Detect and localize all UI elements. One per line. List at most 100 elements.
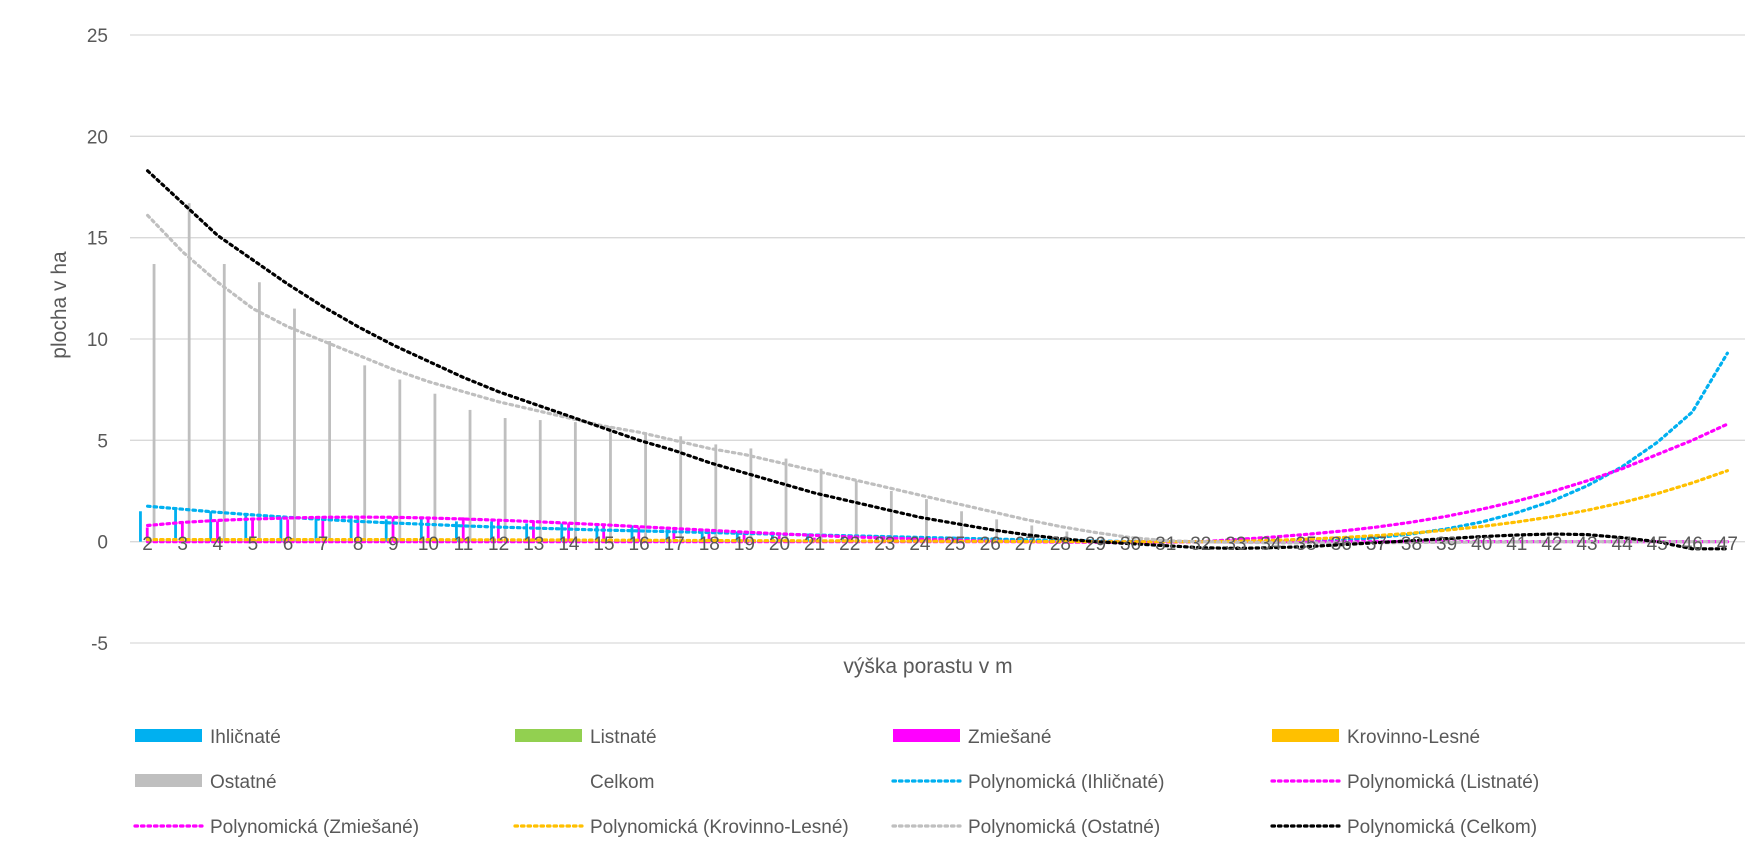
- bar: [630, 525, 634, 542]
- legend-label: Polynomická (Celkom): [1347, 817, 1537, 838]
- bar: [602, 525, 606, 542]
- x-tick-label: 41: [1506, 534, 1527, 555]
- legend-label: Zmiešané: [968, 727, 1051, 748]
- x-tick-label: 3: [177, 534, 188, 555]
- bar: [356, 517, 360, 542]
- x-tick-label: 9: [388, 534, 399, 555]
- bar: [209, 511, 213, 542]
- bar: [244, 515, 248, 542]
- x-axis-title: výška porastu v m: [843, 655, 1012, 678]
- bar: [254, 539, 258, 542]
- x-tick-label: 43: [1576, 534, 1597, 555]
- y-tick-label: -5: [91, 634, 108, 655]
- x-tick-label: 27: [1015, 534, 1036, 555]
- x-tick-label: 40: [1471, 534, 1492, 555]
- y-tick-label: 20: [87, 127, 108, 148]
- x-tick-label: 32: [1190, 534, 1211, 555]
- bar: [187, 203, 191, 542]
- bar: [889, 491, 893, 542]
- x-tick-label: 5: [248, 534, 259, 555]
- x-tick-label: 36: [1331, 534, 1352, 555]
- legend-label: Polynomická (Zmiešané): [210, 817, 419, 838]
- bar: [430, 539, 433, 542]
- bar: [525, 523, 529, 542]
- x-tick-label: 44: [1612, 534, 1634, 555]
- legend-item: Polynomická (Krovinno-Lesné): [513, 817, 849, 838]
- bar: [595, 525, 599, 542]
- x-tick-label: 15: [593, 534, 614, 555]
- y-axis-title: plocha v ha: [48, 251, 71, 359]
- bar: [503, 418, 507, 542]
- bar: [812, 537, 816, 542]
- bar: [777, 535, 781, 542]
- legend-item: Krovinno-Lesné: [1272, 727, 1480, 748]
- legend-label: Ihličnaté: [210, 727, 281, 748]
- x-tick-label: 17: [664, 534, 685, 555]
- bar: [707, 531, 711, 542]
- bar: [605, 539, 609, 542]
- bar: [1065, 531, 1069, 542]
- bar: [433, 393, 437, 542]
- trendline: [146, 515, 1730, 544]
- bar: [714, 444, 718, 542]
- legend-item: Polynomická (Zmiešané): [133, 817, 419, 838]
- legend-label: Celkom: [590, 772, 654, 793]
- x-tick-label: 47: [1717, 534, 1738, 555]
- bar: [391, 517, 395, 542]
- bar: [145, 527, 149, 542]
- bar: [573, 422, 577, 542]
- x-tick-label: 2: [142, 534, 153, 555]
- bar: [286, 519, 290, 542]
- x-tick-label: 6: [283, 534, 294, 555]
- bar: [735, 531, 739, 542]
- bar: [771, 531, 774, 542]
- bar: [461, 517, 465, 542]
- bar: [742, 533, 746, 542]
- y-tick-label: 25: [87, 26, 108, 47]
- legend-item: Listnaté: [515, 727, 657, 748]
- bar: [854, 480, 858, 542]
- x-tick-label: 24: [909, 534, 931, 555]
- x-tick-label: 23: [874, 534, 895, 555]
- bar: [180, 523, 184, 542]
- bar: [672, 529, 676, 542]
- x-tick-label: 33: [1225, 534, 1246, 555]
- bar: [749, 448, 753, 542]
- x-tick-label: 26: [980, 534, 1001, 555]
- legend-item: Polynomická (Ostatné): [891, 817, 1160, 838]
- legend-item: Zmiešané: [893, 727, 1051, 748]
- bar: [468, 409, 472, 542]
- bar: [490, 521, 493, 542]
- trendline: [146, 422, 1730, 544]
- y-tick-label: 10: [87, 330, 108, 351]
- bar: [496, 519, 500, 542]
- bar: [644, 432, 647, 542]
- legend-item: Ostatné: [135, 772, 277, 793]
- legend-label: Listnaté: [590, 727, 657, 748]
- legend-item: Polynomická (Listnaté): [1270, 772, 1539, 793]
- bar: [251, 519, 254, 542]
- y-tick-label: 5: [97, 431, 108, 452]
- bar: [139, 511, 142, 542]
- bar: [1030, 525, 1034, 542]
- bar: [398, 379, 402, 542]
- bar: [532, 521, 535, 542]
- bar: [560, 523, 564, 542]
- x-tick-label: 4: [213, 534, 224, 555]
- x-tick-label: 18: [699, 534, 720, 555]
- legend-swatch: [515, 729, 582, 742]
- x-tick-label: 22: [839, 534, 860, 555]
- trendline: [146, 469, 1730, 544]
- legend-item: Celkom: [515, 772, 654, 793]
- bar: [279, 517, 283, 542]
- bar: [700, 529, 704, 542]
- legend-label: Polynomická (Ihličnaté): [968, 772, 1164, 793]
- gridlines: [130, 34, 1745, 644]
- x-tick-label: 20: [769, 534, 790, 555]
- bar: [419, 519, 423, 542]
- y-tick-label: 0: [97, 533, 108, 554]
- bar: [538, 420, 542, 542]
- x-tick-label: 45: [1647, 534, 1668, 555]
